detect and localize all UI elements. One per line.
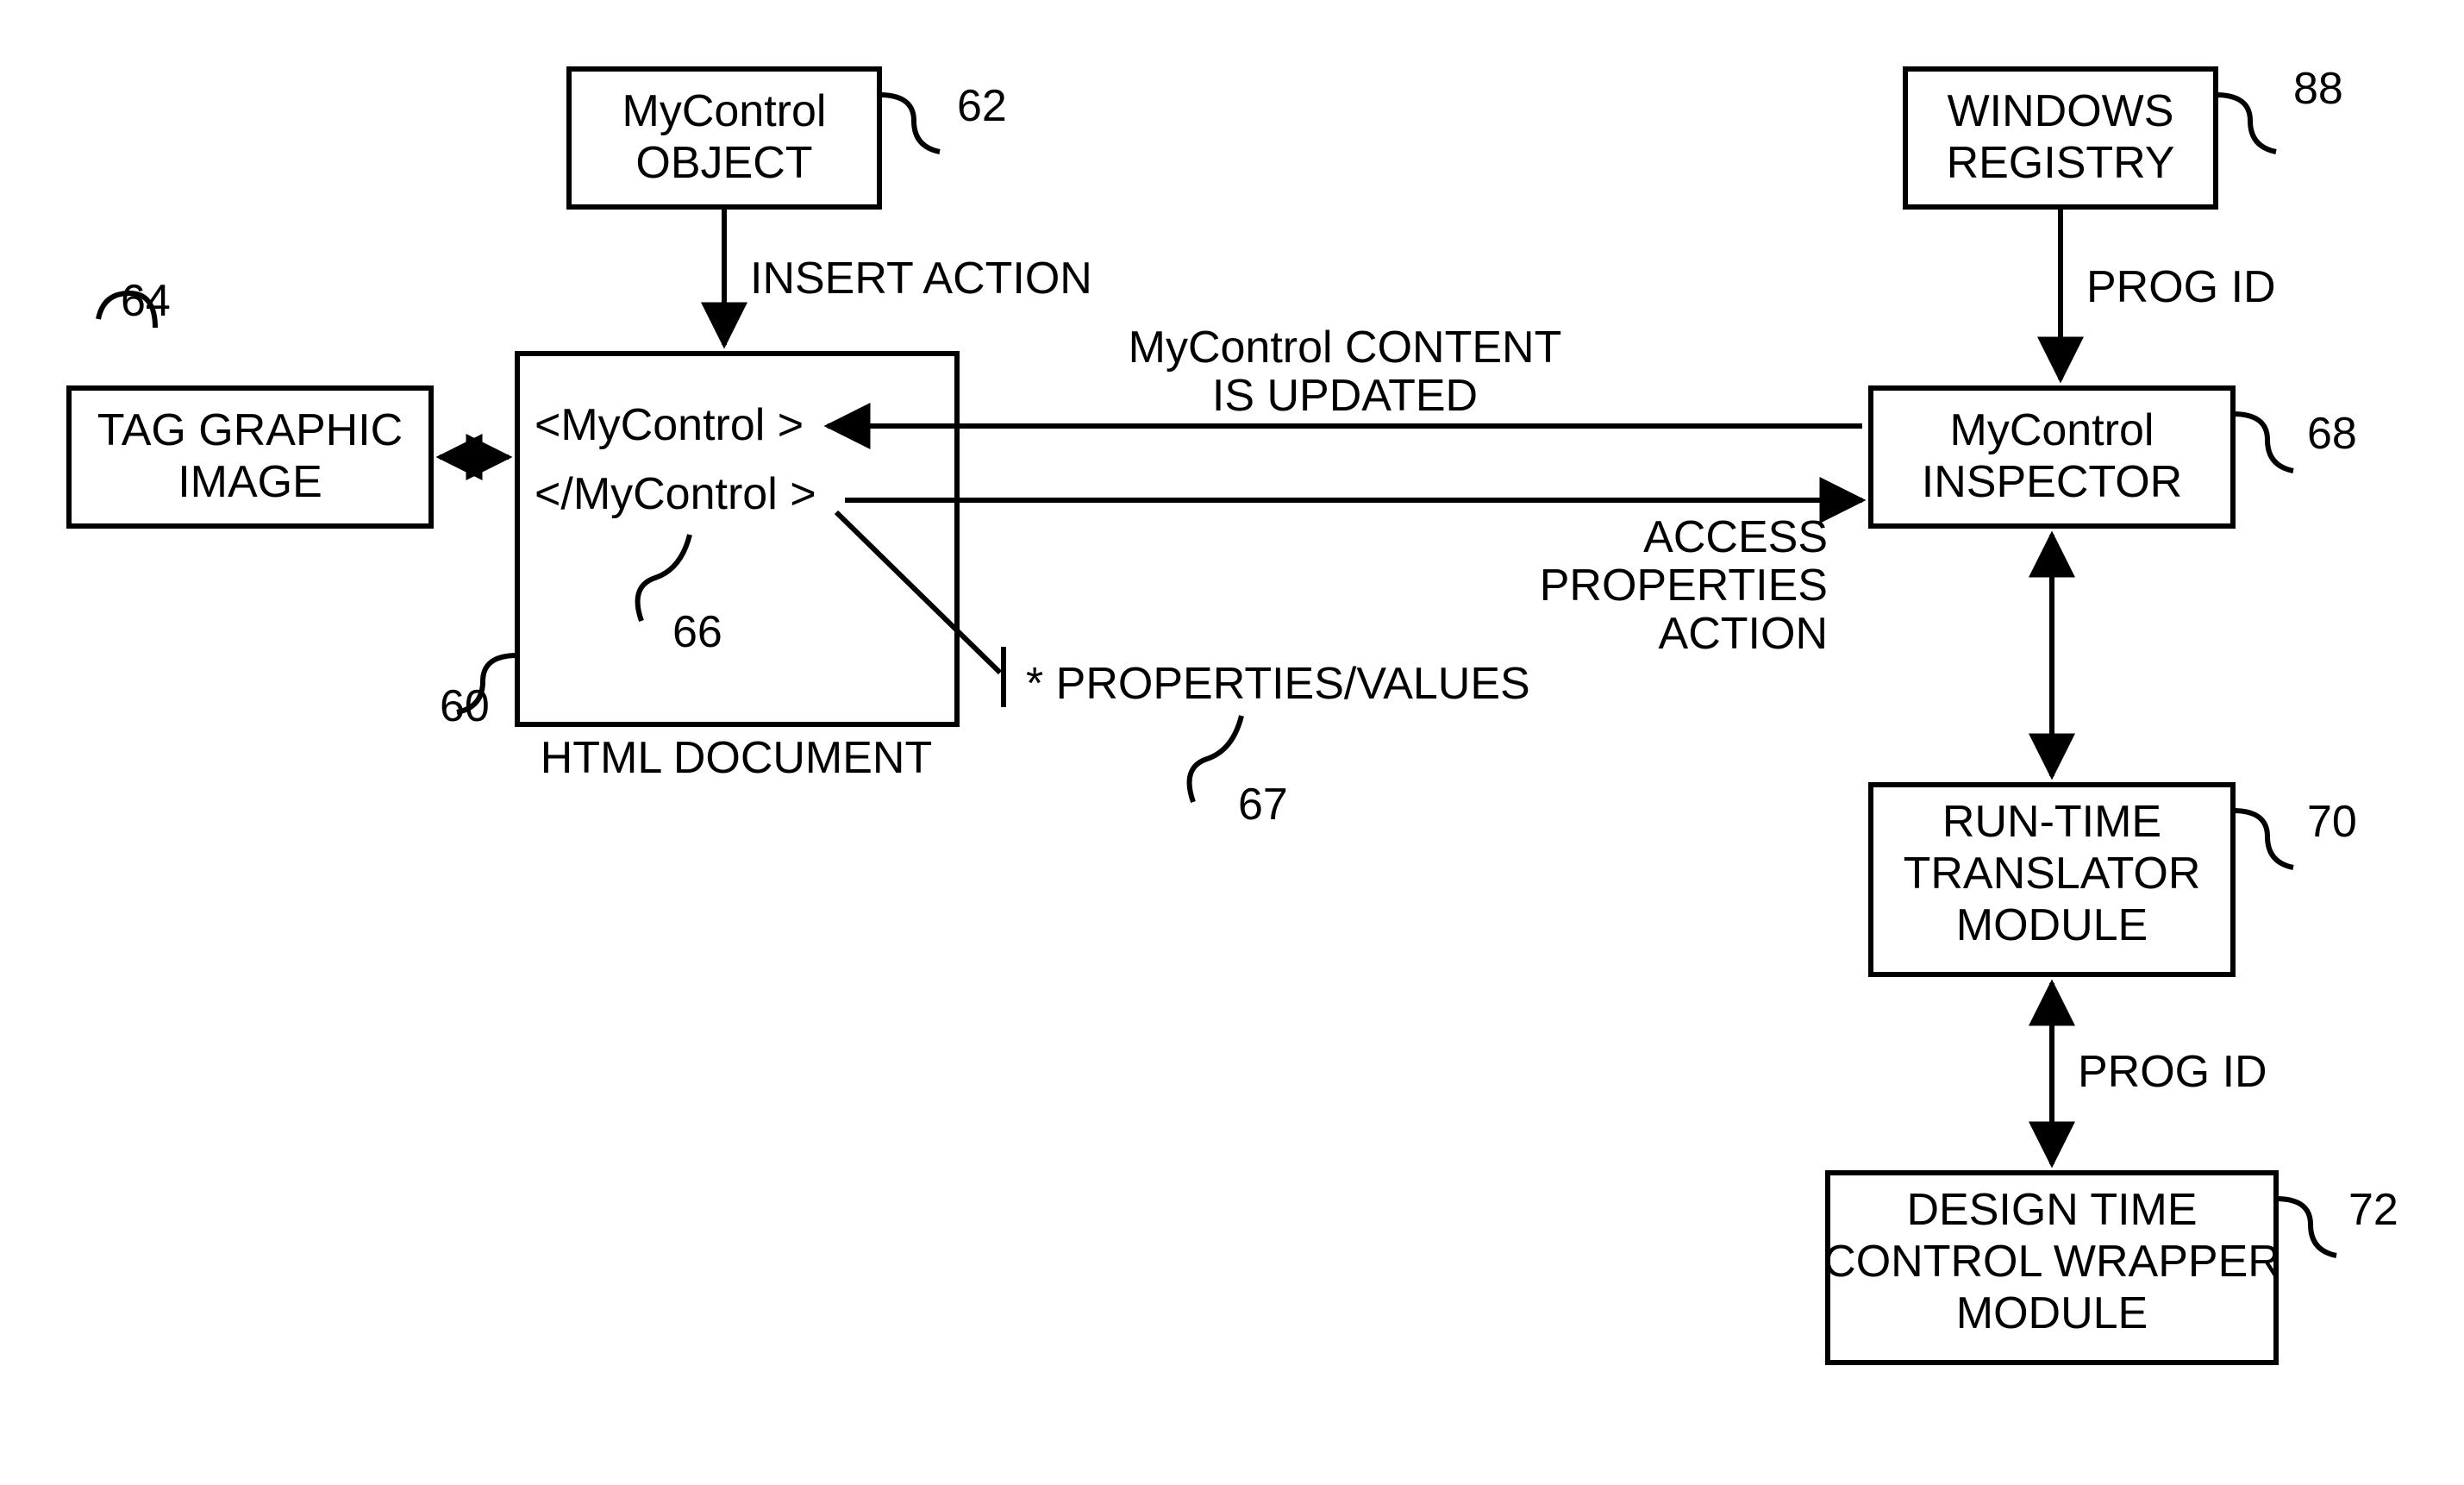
ref-72: 72 — [2348, 1185, 2398, 1235]
access-prop-l1: ACCESS — [1643, 512, 1828, 562]
mycontrol-object-line2: OBJECT — [635, 138, 812, 188]
edge-runtime-wrapper: PROG ID — [2052, 983, 2267, 1164]
ref-67: 67 — [1238, 780, 1288, 830]
mycontrol-object-line1: MyControl — [622, 86, 827, 136]
ref-88: 88 — [2293, 64, 2343, 114]
insert-action-label: INSERT ACTION — [750, 254, 1092, 304]
edge-insert-action: INSERT ACTION — [724, 207, 1092, 345]
edge-access-properties: ACCESS PROPERTIES ACTION — [845, 500, 1862, 659]
node-html-document: <MyControl > </MyControl > HTML DOCUMENT… — [440, 354, 957, 783]
wrapper-line3: MODULE — [1956, 1288, 2148, 1338]
windows-registry-line1: WINDOWS — [1948, 86, 2174, 136]
ref-70: 70 — [2307, 797, 2357, 847]
node-runtime-translator: RUN-TIME TRANSLATOR MODULE 70 — [1871, 785, 2357, 974]
ref-62: 62 — [957, 81, 1007, 131]
content-updated-l1: MyControl CONTENT — [1129, 323, 1562, 373]
inspector-line1: MyControl — [1950, 405, 2154, 455]
edge-content-updated: MyControl CONTENT IS UPDATED — [828, 323, 1862, 426]
windows-registry-line2: REGISTRY — [1947, 138, 2175, 188]
node-windows-registry: WINDOWS REGISTRY 88 — [1905, 64, 2343, 207]
runtime-line1: RUN-TIME — [1942, 797, 2161, 847]
wrapper-line2: CONTROL WRAPPER — [1823, 1237, 2280, 1287]
node-mycontrol-object: MyControl OBJECT 62 — [569, 69, 1007, 207]
ref-66: 66 — [672, 607, 722, 657]
wrapper-line1: DESIGN TIME — [1906, 1185, 2197, 1235]
html-doc-caption: HTML DOCUMENT — [541, 733, 933, 783]
runtime-line2: TRANSLATOR — [1904, 849, 2201, 899]
html-doc-tag-close: </MyControl > — [535, 469, 816, 519]
ref-64: 64 — [121, 276, 171, 326]
node-tag-graphic-image: TAG GRAPHIC IMAGE 64 — [69, 276, 431, 526]
flowchart-diagram: MyControl OBJECT 62 WINDOWS REGISTRY 88 … — [0, 0, 2464, 1485]
properties-values-label: * PROPERTIES/VALUES — [1026, 659, 1530, 709]
node-design-time-wrapper: DESIGN TIME CONTROL WRAPPER MODULE 72 — [1823, 1173, 2398, 1363]
html-doc-tag-open: <MyControl > — [535, 400, 804, 450]
node-mycontrol-inspector: MyControl INSPECTOR 68 — [1871, 388, 2357, 526]
content-updated-l2: IS UPDATED — [1212, 371, 1478, 421]
ref-68: 68 — [2307, 409, 2357, 459]
inspector-line2: INSPECTOR — [1922, 457, 2182, 507]
prog-id-bottom-label: PROG ID — [2078, 1047, 2267, 1097]
edge-prog-id-top: PROG ID — [2061, 207, 2276, 379]
access-prop-l2: PROPERTIES — [1540, 561, 1828, 611]
tag-graphic-line1: TAG GRAPHIC — [97, 405, 403, 455]
access-prop-l3: ACTION — [1659, 609, 1828, 659]
ref-60: 60 — [440, 681, 490, 731]
tag-graphic-line2: IMAGE — [178, 457, 322, 507]
prog-id-top-label: PROG ID — [2086, 262, 2276, 312]
runtime-line3: MODULE — [1956, 900, 2148, 950]
